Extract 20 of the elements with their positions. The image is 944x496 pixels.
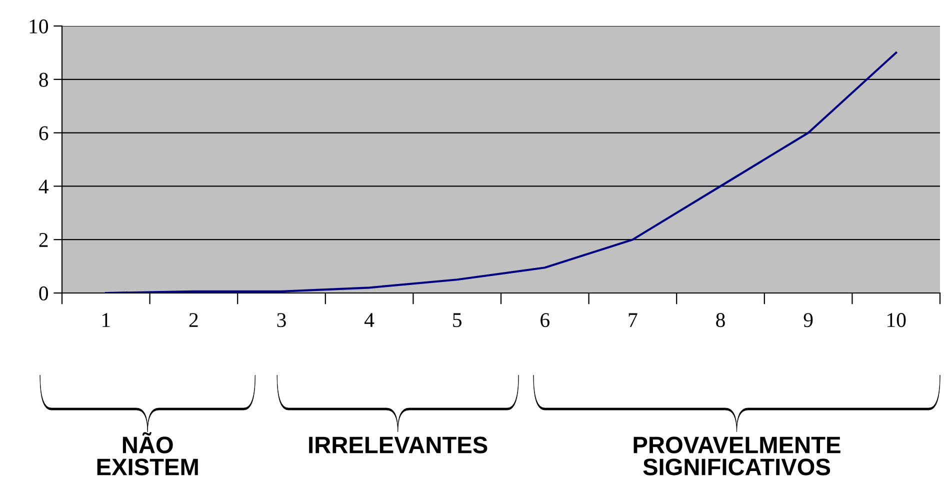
x-tick-label: 2 bbox=[189, 313, 198, 327]
x-tick-label: 4 bbox=[364, 313, 374, 327]
text: IRRELEVANTES bbox=[309, 436, 488, 454]
y-tick-label: 8 bbox=[39, 72, 48, 87]
y-tick-label: 4 bbox=[38, 180, 48, 194]
line-series bbox=[104, 52, 898, 293]
x-tick-label: 8 bbox=[716, 313, 725, 328]
x-tick-label: 7 bbox=[628, 313, 638, 327]
x-tick-label: 3 bbox=[277, 313, 286, 328]
x-tick-label: 10 bbox=[888, 313, 906, 328]
x-tick-label: 9 bbox=[804, 313, 813, 328]
text: NÃO EXISTEM bbox=[97, 432, 198, 476]
x-tick-label: 1 bbox=[102, 313, 110, 327]
y-tick-label: 0 bbox=[39, 286, 48, 300]
y-tick-label: 10 bbox=[30, 19, 48, 34]
y-tick-label: 6 bbox=[39, 126, 48, 140]
x-tick-label: 6 bbox=[540, 313, 550, 328]
x-tick-label: 5 bbox=[453, 313, 462, 328]
text: PROVAVELMENTE SIGNIFICATIVOS bbox=[634, 436, 840, 476]
y-tick-label: 2 bbox=[39, 233, 48, 247]
